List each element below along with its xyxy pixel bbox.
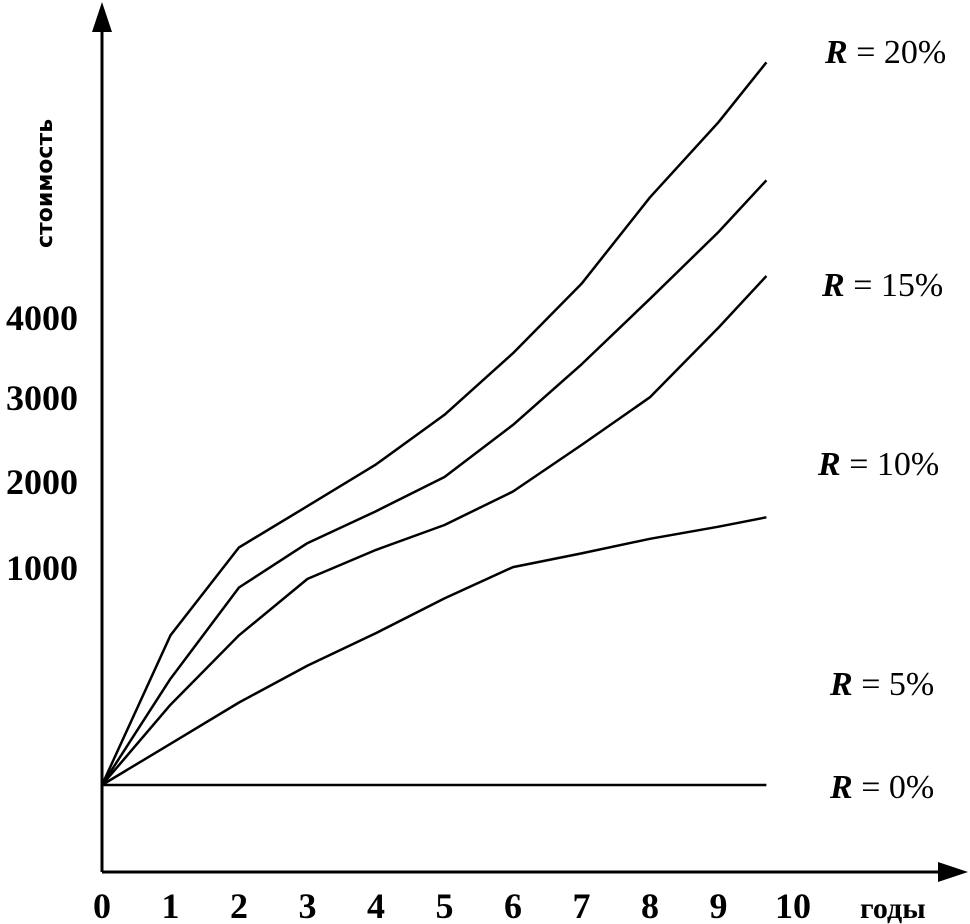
series-label: R = 15% <box>821 267 943 304</box>
x-tick-label: 3 <box>299 886 317 924</box>
series-line <box>101 275 768 786</box>
x-tick-label: 9 <box>710 886 728 924</box>
x-tick-label: 4 <box>367 886 385 924</box>
y-tick-label: 3000 <box>6 378 78 418</box>
x-axis-arrow <box>938 862 968 882</box>
series-lines <box>100 61 768 787</box>
x-tick-label: 10 <box>775 886 811 924</box>
series-label: R = 0% <box>829 769 934 806</box>
x-tick-label: 6 <box>504 886 522 924</box>
series-label: R = 20% <box>824 34 946 71</box>
x-tick-label: 5 <box>436 886 454 924</box>
x-tick-label: 2 <box>230 886 248 924</box>
series-label: R = 5% <box>829 666 934 703</box>
y-tick-labels: 1000 2000 3000 4000 <box>6 298 78 588</box>
series-line <box>100 179 768 786</box>
y-tick-label: 1000 <box>6 548 78 588</box>
x-tick-label: 1 <box>162 886 180 924</box>
x-axis-title: годы <box>860 892 926 924</box>
y-tick-label: 4000 <box>6 298 78 338</box>
x-tick-label: 7 <box>573 886 591 924</box>
series-labels: R = 0% R = 5% R = 10% R = 15% R = 20% <box>817 34 946 806</box>
x-tick-label: 0 <box>93 886 111 924</box>
x-tick-labels: 0 1 2 3 4 5 6 7 8 9 10 <box>93 886 811 924</box>
y-tick-label: 2000 <box>6 462 78 502</box>
series-label: R = 10% <box>817 446 939 483</box>
y-axis-arrow <box>92 2 112 32</box>
y-axis-title: стоимость <box>33 119 58 248</box>
x-tick-label: 8 <box>641 886 659 924</box>
series-line <box>100 61 768 786</box>
series-line <box>101 516 767 787</box>
